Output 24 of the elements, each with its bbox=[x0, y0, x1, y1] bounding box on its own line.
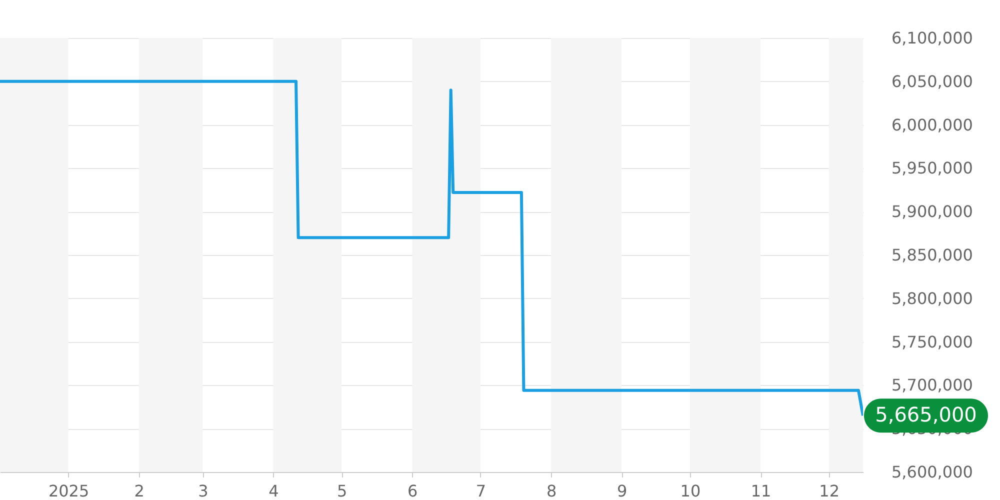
x-tick-label: 12 bbox=[819, 482, 840, 500]
x-tick-label: 2025 bbox=[48, 482, 90, 500]
y-tick-label: 5,700,000 bbox=[892, 376, 973, 395]
x-tick-label: 11 bbox=[750, 482, 772, 500]
y-tick-label: 5,800,000 bbox=[892, 288, 973, 308]
y-tick-label: 5,850,000 bbox=[892, 246, 973, 264]
annotation: 5,665,000 bbox=[875, 402, 977, 427]
x-tick-label: 8 bbox=[546, 482, 557, 500]
x-tick-label: 2 bbox=[134, 482, 144, 500]
y-tick-label: 5,600,000 bbox=[892, 462, 973, 482]
x-tick-label: 10 bbox=[680, 482, 701, 500]
y-tick-label: 5,950,000 bbox=[892, 158, 973, 178]
x-tick-label: 5 bbox=[336, 482, 348, 500]
x-tick-label: 4 bbox=[268, 482, 279, 500]
y-tick-label: 5,900,000 bbox=[892, 202, 973, 222]
line-series bbox=[0, 80, 863, 418]
y-tick-label: 6,100,000 bbox=[892, 28, 973, 48]
y-tick-label: 5,750,000 bbox=[892, 332, 973, 352]
x-tick-label: 7 bbox=[476, 482, 486, 500]
y-tick-label: 6,000,000 bbox=[892, 115, 973, 134]
x-tick-label: 3 bbox=[198, 482, 208, 500]
x-tick-label: 9 bbox=[617, 482, 628, 500]
x-tick-label: 6 bbox=[408, 482, 418, 500]
y-tick-label: 6,050,000 bbox=[892, 72, 973, 91]
